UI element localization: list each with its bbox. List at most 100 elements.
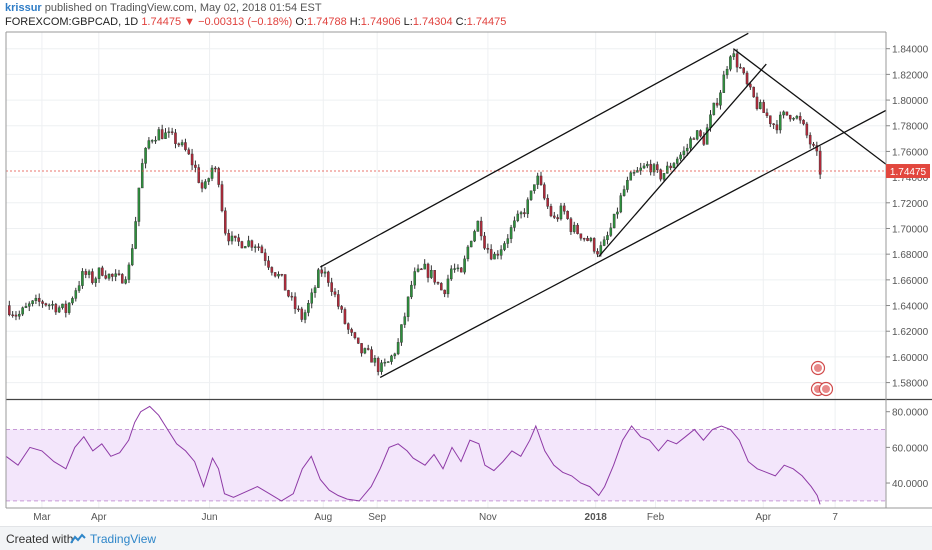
candle-body [692,138,696,140]
publish-info: published on TradingView.com, May 02, 20… [41,2,322,14]
candle-body [250,240,254,248]
candle-body [406,296,410,317]
candle-body [243,246,247,249]
candle-body [769,115,772,124]
candle-body [340,306,343,310]
economic-event-icon[interactable] [810,360,826,376]
chart-canvas[interactable]: 1.84000 1.82000 1.80000 1.78000 1.76000 1.740… [0,0,932,526]
price-tick-label: 1.76000 [892,147,929,158]
candle-body [695,130,699,140]
candle-body [426,263,430,278]
candle-body [270,267,274,273]
time-tick-label: Apr [755,512,771,523]
candle-body [616,211,619,215]
candle-body [376,357,380,372]
candle-body [174,132,177,144]
candle-body [234,235,237,238]
candle-body [682,150,686,156]
candle-body [476,220,480,232]
channel-top-trendline[interactable] [319,32,749,268]
candle-body [280,274,284,276]
candle-body [386,361,390,363]
economic-event-icon[interactable] [818,381,834,397]
last-price: 1.74475 [141,16,182,28]
candle-body [240,241,244,249]
candle-body [217,168,220,185]
candle-body [346,323,350,330]
candle-body [300,308,304,320]
candle-body [194,164,197,168]
candle-body [81,271,84,286]
candle-body [672,163,676,169]
candle-body [84,271,88,275]
price-tick-label: 1.80000 [892,96,929,107]
candle-body [257,246,260,248]
candle-body [210,167,214,179]
descending-line-trendline[interactable] [732,48,886,165]
candle-body [506,238,510,244]
candle-body [725,69,729,76]
trendlines[interactable] [319,32,886,379]
tradingview-logo-icon[interactable] [70,533,86,545]
candle-body [337,294,340,307]
candle-body [297,308,300,311]
time-tick-label: Sep [368,512,386,523]
price-tick-label: 1.82000 [892,70,929,81]
candle-body [31,300,34,304]
candle-body [101,267,104,276]
price-tick-label: 1.66000 [892,276,929,287]
rsi-tick-label: 80.0000 [892,408,929,419]
candle-body [629,172,633,181]
candle-body [705,127,709,145]
price-tick-label: 1.68000 [892,250,929,261]
candle-body [413,271,417,286]
candle-body [519,212,523,215]
candle-body [363,348,367,354]
candle-body [782,111,785,116]
candle-body [496,253,500,256]
current-price-label: 1.74475 [890,167,927,178]
support-line-trendline[interactable] [598,63,767,258]
candle-body [656,164,659,170]
created-with-label: Created with [6,532,74,546]
candle-body [765,112,769,116]
low-label: L: [403,16,413,28]
chart-frame [5,31,932,509]
candle-body [41,301,44,304]
candle-body [798,115,802,121]
candle-body [370,349,373,363]
candle-body [114,273,117,277]
candle-body [523,212,526,215]
candle-body [685,147,689,152]
candle-body [715,102,719,106]
candle-body [602,239,606,246]
candle-body [589,238,593,241]
candle-body [290,295,294,298]
candle-body [410,284,413,298]
channel-bottom-trendline[interactable] [379,109,886,379]
candle-body [24,306,28,308]
candle-body [553,215,556,218]
candle-body [456,267,460,270]
candle-body [818,150,822,175]
time-tick-label: Jun [201,512,217,523]
candle-body [815,145,819,152]
candle-body [150,140,154,142]
open-label: O: [295,16,307,28]
candle-body [433,270,436,283]
candle-body [795,115,799,119]
candle-body [463,258,466,273]
candle-body [679,154,682,160]
candle-body [762,102,765,113]
candle-body [652,164,656,173]
candle-body [755,96,759,109]
candle-body [642,165,646,169]
author-link[interactable]: krissur [5,2,42,14]
candle-body [121,274,124,284]
tradingview-brand-link[interactable]: TradingView [90,532,157,546]
candle-body [47,304,51,307]
close-value: 1.74475 [466,16,507,28]
candle-body [735,53,739,68]
event-markers[interactable] [810,360,834,397]
candle-body [320,269,323,274]
